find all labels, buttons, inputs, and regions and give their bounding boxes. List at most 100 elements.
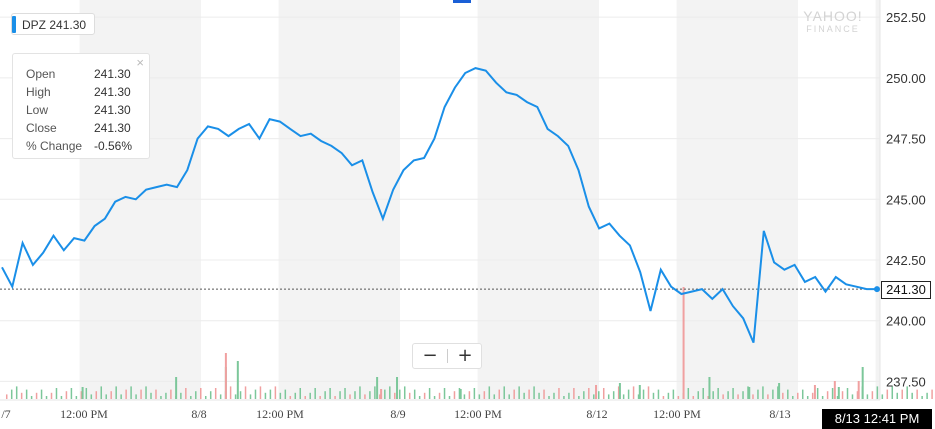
volume-bar <box>468 391 471 399</box>
volume-bar <box>30 396 33 399</box>
y-axis-labels: 237.50 240.00 242.50 245.00 247.50 250.00 252.… <box>886 10 926 389</box>
ohlc-value: 241.30 <box>94 121 131 135</box>
volume-bar <box>558 388 560 399</box>
session-band <box>278 0 400 400</box>
ticker-badge[interactable]: DPZ 241.30 <box>11 13 96 35</box>
session-band <box>676 0 798 400</box>
ohlc-value: 241.30 <box>94 85 131 99</box>
volume-bar <box>607 394 610 399</box>
zoom-out-button[interactable]: − <box>422 345 438 366</box>
volume-bar <box>408 392 411 399</box>
volume-bar <box>394 392 396 399</box>
ohlc-label: Close <box>26 121 57 135</box>
session-band <box>477 0 599 400</box>
volume-bar <box>170 389 172 399</box>
y-tick-label: 240.00 <box>886 314 926 329</box>
volume-bar <box>448 396 451 399</box>
volume-bar <box>772 389 774 399</box>
volume-bar <box>722 394 724 399</box>
volume-bar <box>65 391 68 399</box>
ohlc-label: Low <box>26 103 49 117</box>
volume-bar <box>857 381 860 399</box>
volume-bar <box>5 394 8 399</box>
volume-bar <box>334 396 336 399</box>
volume-bar <box>837 387 840 399</box>
volume-bar <box>120 394 122 399</box>
x-axis-labels: /7 12:00 PM 8/8 12:00 PM 8/9 12:00 PM 8/12 12:0… <box>1 407 790 421</box>
volume-bar <box>418 396 421 399</box>
volume-bar <box>344 388 346 399</box>
zoom-control: − + <box>412 343 482 369</box>
volume-bar <box>543 389 545 399</box>
top-scroll-indicator <box>453 0 471 3</box>
volume-bar <box>413 389 416 399</box>
volume-bar <box>443 388 446 399</box>
ohlc-label: High <box>26 85 51 99</box>
volume-bar <box>160 396 162 399</box>
volume-bar <box>548 396 550 399</box>
ohlc-label: % Change <box>26 139 83 153</box>
volume-bar <box>926 392 928 399</box>
volume-bar <box>80 391 83 399</box>
volume-bar <box>801 389 804 399</box>
volume-bar <box>35 392 38 399</box>
volume-bar <box>851 394 854 399</box>
volume-bar <box>379 394 381 399</box>
x-tick-label: 12:00 PM <box>653 407 701 421</box>
ohlc-label: Open <box>26 67 56 81</box>
volume-bar <box>45 396 48 399</box>
volume-bar <box>493 394 496 399</box>
volume-bar <box>553 392 555 399</box>
volume-bar <box>284 389 287 399</box>
volume-bar <box>239 391 242 399</box>
volume-bar <box>60 396 63 399</box>
volume-bar <box>871 391 874 399</box>
volume-bar <box>294 392 297 399</box>
volume-bar <box>787 389 789 399</box>
volume-bar <box>200 388 202 399</box>
volume-bar <box>10 389 13 399</box>
volume-bar <box>478 394 481 399</box>
volume-bar <box>652 392 655 399</box>
volume-bar <box>777 386 779 399</box>
volume-bar <box>762 386 764 399</box>
volume-bar <box>598 391 600 399</box>
volume-bar <box>185 388 187 399</box>
volume-bar <box>376 377 379 399</box>
volume-bar <box>403 386 406 399</box>
volume-bar <box>757 389 759 399</box>
volume-bar <box>563 396 565 399</box>
x-tick-label: 8/12 <box>586 407 607 421</box>
yahoo-finance-watermark: YAHOO! FINANCE <box>794 9 872 35</box>
volume-bar <box>747 386 749 399</box>
volume-bar <box>359 386 361 399</box>
zoom-in-button[interactable]: + <box>457 345 473 366</box>
volume-bar <box>483 391 486 399</box>
volume-bar <box>498 389 501 399</box>
volume-bar <box>533 386 535 399</box>
volume-bar <box>813 385 816 399</box>
volume-bar <box>140 389 142 399</box>
volume-bar <box>677 396 680 399</box>
volume-bar <box>453 391 456 399</box>
volume-bar <box>244 386 247 399</box>
volume-bar <box>219 394 222 399</box>
volume-bar <box>20 392 23 399</box>
volume-bar <box>50 392 53 399</box>
x-tick-label: 12:00 PM <box>60 407 108 421</box>
volume-bar <box>697 391 700 399</box>
volume-bar <box>797 392 799 399</box>
volume-bar <box>304 396 306 399</box>
volume-bar <box>901 389 903 399</box>
volume-bar <box>881 394 884 399</box>
volume-bar <box>573 388 575 399</box>
volume-bar <box>399 389 401 399</box>
volume-bar <box>831 388 834 399</box>
x-tick-label: 12:00 PM <box>454 407 502 421</box>
close-icon[interactable]: × <box>136 55 144 70</box>
last-price-marker <box>874 286 880 293</box>
volume-bar <box>707 396 709 399</box>
volume-bar <box>155 389 157 399</box>
volume-bar <box>682 287 685 399</box>
